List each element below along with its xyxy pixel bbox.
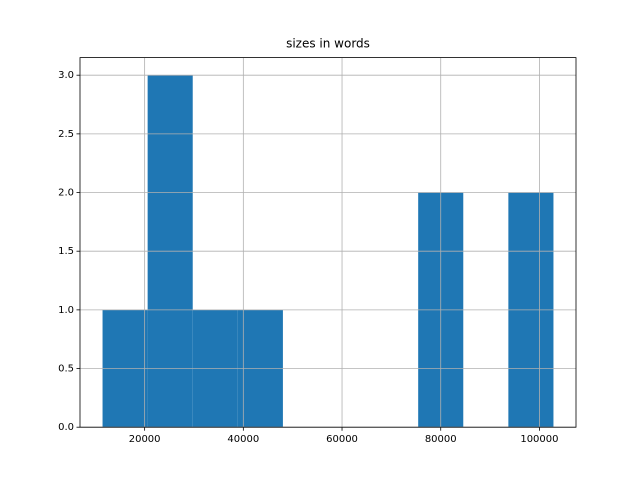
y-tick-label: 0.0 <box>58 422 74 433</box>
x-tick-label: 100000 <box>520 434 558 445</box>
x-tick-label: 20000 <box>129 434 161 445</box>
x-tick-label: 80000 <box>425 434 457 445</box>
x-tick-label: 60000 <box>326 434 358 445</box>
axes-frame <box>79 57 577 428</box>
y-tick-label: 1.5 <box>58 246 74 257</box>
y-tick-label: 1.0 <box>58 305 74 316</box>
chart-title: sizes in words <box>286 37 370 51</box>
x-tick-label: 40000 <box>227 434 259 445</box>
y-tick-label: 3.0 <box>58 70 74 81</box>
y-tick-label: 0.5 <box>58 364 74 375</box>
y-tick-label: 2.5 <box>58 129 74 140</box>
y-tick-label: 2.0 <box>58 188 74 199</box>
